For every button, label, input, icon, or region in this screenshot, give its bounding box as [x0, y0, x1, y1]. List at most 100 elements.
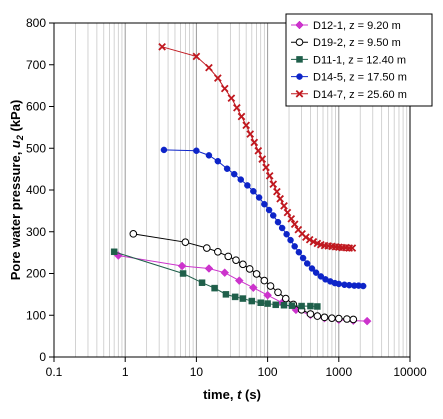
y-tick-label: 600 [26, 100, 46, 114]
data-point [291, 243, 298, 250]
y-axis-label-sub: 2 [15, 135, 25, 141]
data-point [287, 236, 294, 244]
data-point [224, 252, 233, 261]
legend-marker [295, 38, 304, 47]
data-point [288, 302, 296, 309]
data-point [214, 157, 222, 165]
data-point [244, 182, 251, 189]
data-point [343, 315, 351, 323]
data-point [250, 138, 259, 147]
data-point [203, 244, 211, 252]
data-point [308, 265, 316, 272]
x-axis-label-suffix: (s) [241, 387, 261, 402]
data-point [348, 244, 357, 252]
y-tick-label: 100 [26, 308, 46, 322]
data-point [287, 214, 296, 223]
x-tick-label: 100 [258, 365, 278, 379]
data-point [283, 208, 292, 217]
data-point [239, 260, 247, 269]
legend-label: D14-7, z = 25.60 m [313, 89, 407, 101]
data-point [248, 283, 258, 293]
y-tick-label: 700 [26, 58, 46, 72]
data-point [223, 165, 231, 172]
x-tick-label: 1000 [325, 365, 352, 379]
y-tick-label: 200 [26, 267, 46, 281]
data-point [309, 237, 318, 246]
data-point [198, 279, 206, 286]
data-point [245, 265, 254, 273]
data-point [234, 276, 244, 285]
data-point [214, 247, 222, 256]
data-point [335, 280, 343, 288]
data-point [266, 282, 275, 290]
y-tick-label: 400 [26, 183, 46, 197]
series-5 [158, 42, 357, 252]
data-point [317, 273, 325, 280]
x-tick-label: 0.1 [46, 365, 63, 379]
data-point [233, 103, 241, 112]
data-point [281, 294, 290, 303]
data-point [260, 276, 269, 285]
data-point [295, 248, 303, 256]
legend-label: D14-5, z = 17.50 m [313, 72, 407, 84]
data-point [274, 288, 282, 297]
y-axis-label: Pore water pressure, u2 (kPa) [8, 100, 25, 281]
data-point [265, 171, 274, 180]
data-point [205, 63, 213, 72]
y-axis-label-prefix: Pore water pressure, [8, 148, 23, 280]
y-tick-label: 300 [26, 225, 46, 239]
series-line [114, 251, 318, 307]
data-point [258, 155, 267, 163]
data-point [307, 302, 314, 310]
data-point [246, 130, 255, 138]
axis-ticks: 0.1 1 10 100 1000 10000 0 100 200 300 400 500 600 700… [26, 16, 427, 379]
legend-item: D11-1, z = 12.40 m [291, 54, 406, 66]
data-point [314, 303, 321, 310]
data-point [205, 152, 213, 159]
data-point [193, 147, 200, 155]
data-point [269, 180, 278, 188]
data-point [227, 94, 236, 102]
data-point [283, 231, 290, 238]
data-point [192, 52, 201, 61]
x-tick-label: 10000 [393, 365, 427, 379]
data-point [280, 301, 288, 309]
legend-marker [295, 20, 304, 30]
data-point [252, 270, 261, 278]
legend-marker [296, 73, 303, 80]
legend-item: D12-1, z = 9.20 m [291, 20, 401, 32]
data-point [181, 238, 190, 246]
data-point [312, 269, 320, 276]
data-point [239, 295, 247, 302]
x-axis-label-prefix: time, [203, 387, 237, 402]
data-point [257, 299, 264, 306]
data-point [276, 194, 284, 203]
data-point [261, 200, 268, 208]
data-point [278, 224, 286, 232]
data-point [362, 316, 372, 326]
data-point [230, 170, 238, 178]
legend-box [285, 13, 433, 107]
data-point [305, 235, 314, 244]
y-tick-label: 500 [26, 141, 46, 155]
y-axis-label-var: u [8, 140, 23, 148]
data-point [269, 212, 277, 219]
data-point [302, 233, 310, 242]
data-point [320, 313, 329, 322]
legend-label: D11-1, z = 12.40 m [313, 54, 406, 66]
legend: D12-1, z = 9.20 m D19-2, z = 9.50 m D11-1,… [285, 13, 433, 107]
data-point [204, 264, 214, 273]
data-point [237, 112, 246, 121]
x-axis-label: time, t (s) [203, 387, 261, 402]
data-point [306, 310, 315, 318]
data-point [222, 291, 230, 298]
data-point [328, 314, 336, 322]
data-point [280, 202, 288, 210]
legend-marker [296, 56, 303, 63]
data-point [264, 300, 271, 307]
data-point [177, 261, 187, 271]
data-point [290, 220, 299, 229]
data-point [248, 297, 256, 305]
data-point [265, 206, 273, 214]
